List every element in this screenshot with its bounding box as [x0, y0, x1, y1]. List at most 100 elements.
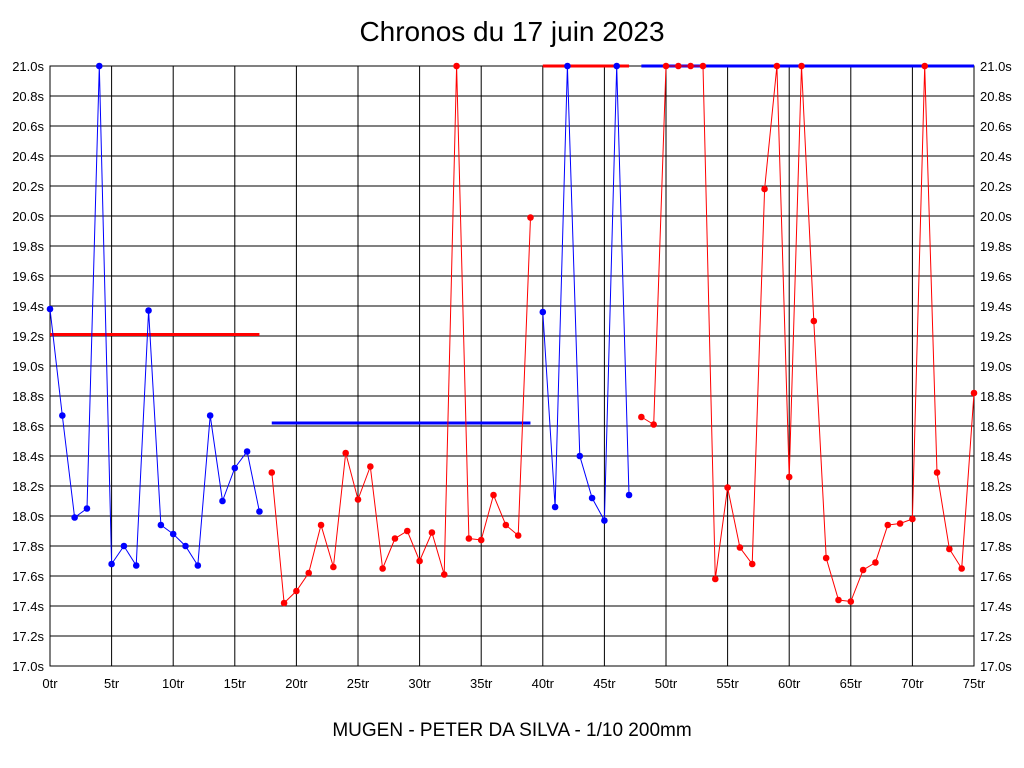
data-point: [379, 565, 386, 572]
data-point: [662, 62, 670, 70]
y-tick-label-right: 20.4s: [980, 149, 1012, 164]
y-tick-label-right: 17.6s: [980, 569, 1012, 584]
y-tick-label-left: 17.4s: [12, 599, 44, 614]
data-point: [367, 463, 374, 470]
y-tick-label-left: 20.2s: [12, 179, 44, 194]
data-point: [588, 494, 596, 502]
x-tick-label: 35tr: [470, 676, 493, 691]
data-point: [909, 515, 916, 523]
y-tick-label-right: 19.2s: [980, 329, 1012, 344]
y-tick-label-right: 20.6s: [980, 119, 1012, 134]
data-point: [773, 62, 781, 70]
data-point: [354, 496, 362, 503]
data-point: [219, 497, 226, 505]
y-tick-label-right: 18.8s: [980, 389, 1012, 404]
y-tick-label-right: 19.6s: [980, 269, 1012, 284]
y-tick-label-left: 19.0s: [12, 359, 44, 374]
x-tick-label: 15tr: [224, 676, 247, 691]
data-point: [428, 529, 436, 536]
data-point: [256, 508, 263, 515]
y-tick-label-right: 18.0s: [980, 509, 1012, 524]
x-tick-label: 5tr: [104, 676, 120, 691]
data-point: [231, 464, 239, 472]
data-point: [736, 544, 744, 551]
y-tick-label-right: 17.2s: [980, 629, 1012, 644]
data-point: [330, 563, 337, 571]
data-point: [822, 554, 830, 562]
data-point: [182, 542, 189, 550]
data-point: [527, 214, 534, 221]
y-tick-label-left: 17.0s: [12, 659, 44, 674]
data-point: [761, 185, 768, 193]
y-tick-label-right: 19.0s: [980, 359, 1012, 374]
y-tick-label-left: 20.4s: [12, 149, 44, 164]
data-point: [933, 469, 941, 476]
x-tick-label: 20tr: [285, 676, 308, 691]
data-point: [502, 521, 510, 529]
y-tick-label-left: 17.2s: [12, 629, 44, 644]
x-tick-label: 0tr: [42, 676, 58, 691]
data-point: [539, 308, 547, 316]
y-tick-label-right: 20.8s: [980, 89, 1012, 104]
data-point: [490, 491, 497, 499]
chart-xlabel: MUGEN - PETER DA SILVA - 1/10 200mm: [332, 720, 692, 741]
y-tick-label-left: 18.0s: [12, 509, 44, 524]
series-line: [641, 65, 975, 603]
data-point: [132, 562, 140, 569]
y-tick-label-left: 19.4s: [12, 299, 44, 314]
data-point: [810, 317, 818, 325]
y-tick-label-left: 17.8s: [12, 539, 44, 554]
y-tick-label-left: 21.0s: [12, 59, 44, 74]
data-point: [206, 412, 214, 419]
data-point: [859, 566, 867, 574]
data-point: [194, 562, 202, 569]
data-point: [169, 530, 177, 538]
x-tick-label: 25tr: [347, 676, 370, 691]
data-point: [293, 587, 300, 595]
y-tick-label-right: 18.2s: [980, 479, 1012, 494]
y-tick-label-left: 18.6s: [12, 419, 44, 434]
series-line: [542, 65, 630, 523]
y-tick-label-left: 20.0s: [12, 209, 44, 224]
x-tick-label: 10tr: [162, 676, 185, 691]
data-point: [835, 596, 842, 604]
y-tick-label-left: 17.6s: [12, 569, 44, 584]
y-tick-label-left: 18.2s: [12, 479, 44, 494]
x-tick-label: 55tr: [716, 676, 739, 691]
data-point: [625, 491, 633, 499]
y-tick-label-left: 18.4s: [12, 449, 44, 464]
series-line: [271, 65, 531, 605]
data-point: [896, 520, 904, 527]
y-tick-label-right: 19.8s: [980, 239, 1012, 254]
data-point: [748, 560, 756, 568]
y-tick-label-right: 19.4s: [980, 299, 1012, 314]
data-point: [342, 449, 349, 457]
data-point: [711, 575, 719, 583]
data-point: [95, 62, 103, 70]
data-point: [687, 62, 694, 70]
data-point: [280, 599, 288, 607]
data-point: [958, 565, 965, 572]
chart-title: Chronos du 17 juin 2023: [359, 16, 665, 47]
data-point: [638, 413, 645, 421]
x-tick-label: 30tr: [408, 676, 431, 691]
data-point: [416, 557, 423, 565]
data-point: [551, 503, 559, 511]
data-point: [564, 62, 571, 70]
y-tick-label-right: 17.4s: [980, 599, 1012, 614]
data-point: [650, 421, 657, 428]
y-tick-label-left: 19.8s: [12, 239, 44, 254]
x-tick-label: 40tr: [532, 676, 555, 691]
y-tick-label-right: 21.0s: [980, 59, 1012, 74]
data-point: [157, 521, 165, 529]
data-point: [514, 532, 522, 539]
data-point: [724, 484, 731, 491]
y-tick-label-right: 20.0s: [980, 209, 1012, 224]
data-point: [305, 569, 313, 577]
data-point: [601, 517, 608, 524]
y-tick-label-left: 20.8s: [12, 89, 44, 104]
y-tick-label-left: 19.2s: [12, 329, 44, 344]
data-point: [46, 305, 54, 313]
